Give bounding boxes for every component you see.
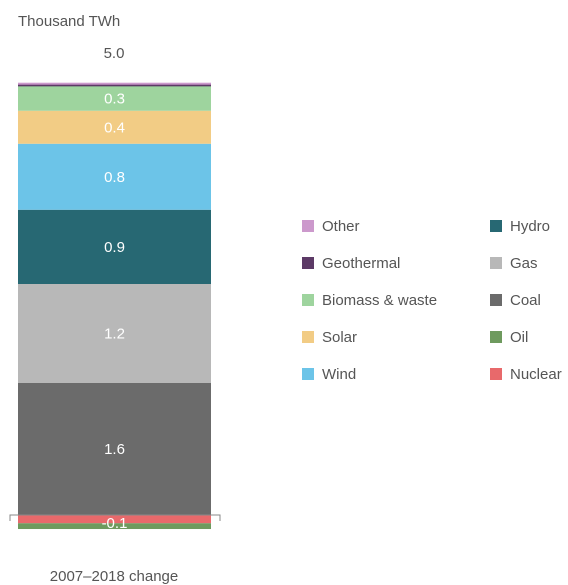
bar-segment-biomass-waste bbox=[18, 86, 211, 111]
total-label: 5.0 bbox=[104, 45, 125, 62]
legend-item-nuclear: Nuclear bbox=[490, 364, 568, 384]
legend-label: Coal bbox=[510, 291, 541, 309]
legend-item-hydro: Hydro bbox=[490, 216, 568, 236]
segment-label-coal: 1.6 bbox=[104, 441, 125, 458]
legend-label: Other bbox=[322, 217, 360, 235]
segment-label-oil: -0.1 bbox=[102, 515, 128, 532]
bar-segment-oil bbox=[18, 523, 211, 530]
legend-swatch bbox=[490, 220, 502, 232]
legend-swatch bbox=[490, 368, 502, 380]
legend-item-geothermal: Geothermal bbox=[302, 253, 490, 273]
segment-label-solar: 0.4 bbox=[104, 119, 125, 136]
legend-item-other: Other bbox=[302, 216, 490, 236]
legend-item-gas: Gas bbox=[490, 253, 568, 273]
legend-label: Wind bbox=[322, 365, 357, 383]
bar-segment-wind bbox=[18, 143, 211, 210]
legend-swatch bbox=[302, 220, 314, 232]
legend-item-coal: Coal bbox=[490, 290, 568, 310]
segment-label-biomass-waste: 0.3 bbox=[104, 90, 125, 107]
legend-swatch bbox=[490, 331, 502, 343]
x-axis-label: 2007–2018 change bbox=[50, 568, 178, 585]
legend-item-solar: Solar bbox=[302, 327, 490, 347]
legend: Other Hydro Geothermal Gas Biomass & waste Co… bbox=[302, 216, 568, 384]
bar-segment-geothermal bbox=[18, 84, 211, 87]
bar-segments bbox=[18, 82, 211, 530]
legend-label: Oil bbox=[510, 328, 529, 346]
legend-swatch bbox=[490, 257, 502, 269]
legend-item-biomass-waste: Biomass & waste bbox=[302, 290, 490, 310]
legend-swatch bbox=[302, 368, 314, 380]
segment-label-wind: 0.8 bbox=[104, 169, 125, 186]
legend-label: Nuclear bbox=[510, 365, 562, 383]
legend-label: Geothermal bbox=[322, 254, 401, 272]
bar-segment-hydro bbox=[18, 209, 211, 284]
bar-segment-solar bbox=[18, 110, 211, 144]
bar-segment-coal bbox=[18, 383, 211, 515]
legend-label: Gas bbox=[510, 254, 538, 272]
legend-swatch bbox=[302, 294, 314, 306]
segment-labels: -0.1 1.6 1.2 0.9 0.8 0.4 0.3 bbox=[102, 90, 128, 532]
legend-label: Biomass & waste bbox=[322, 291, 438, 309]
unit-label: Thousand TWh bbox=[18, 13, 120, 30]
zero-baseline-bracket bbox=[9, 514, 221, 521]
legend-item-oil: Oil bbox=[490, 327, 568, 347]
legend-swatch bbox=[302, 331, 314, 343]
legend-label: Hydro bbox=[510, 217, 551, 235]
legend-swatch bbox=[302, 257, 314, 269]
legend-item-wind: Wind bbox=[302, 364, 490, 384]
legend-label: Solar bbox=[322, 328, 358, 346]
segment-label-hydro: 0.9 bbox=[104, 239, 125, 256]
bar-segment-other bbox=[18, 82, 211, 85]
legend-swatch bbox=[490, 294, 502, 306]
bar-segment-nuclear bbox=[18, 515, 211, 524]
bar-segment-gas bbox=[18, 284, 211, 383]
segment-label-gas: 1.2 bbox=[104, 326, 125, 343]
